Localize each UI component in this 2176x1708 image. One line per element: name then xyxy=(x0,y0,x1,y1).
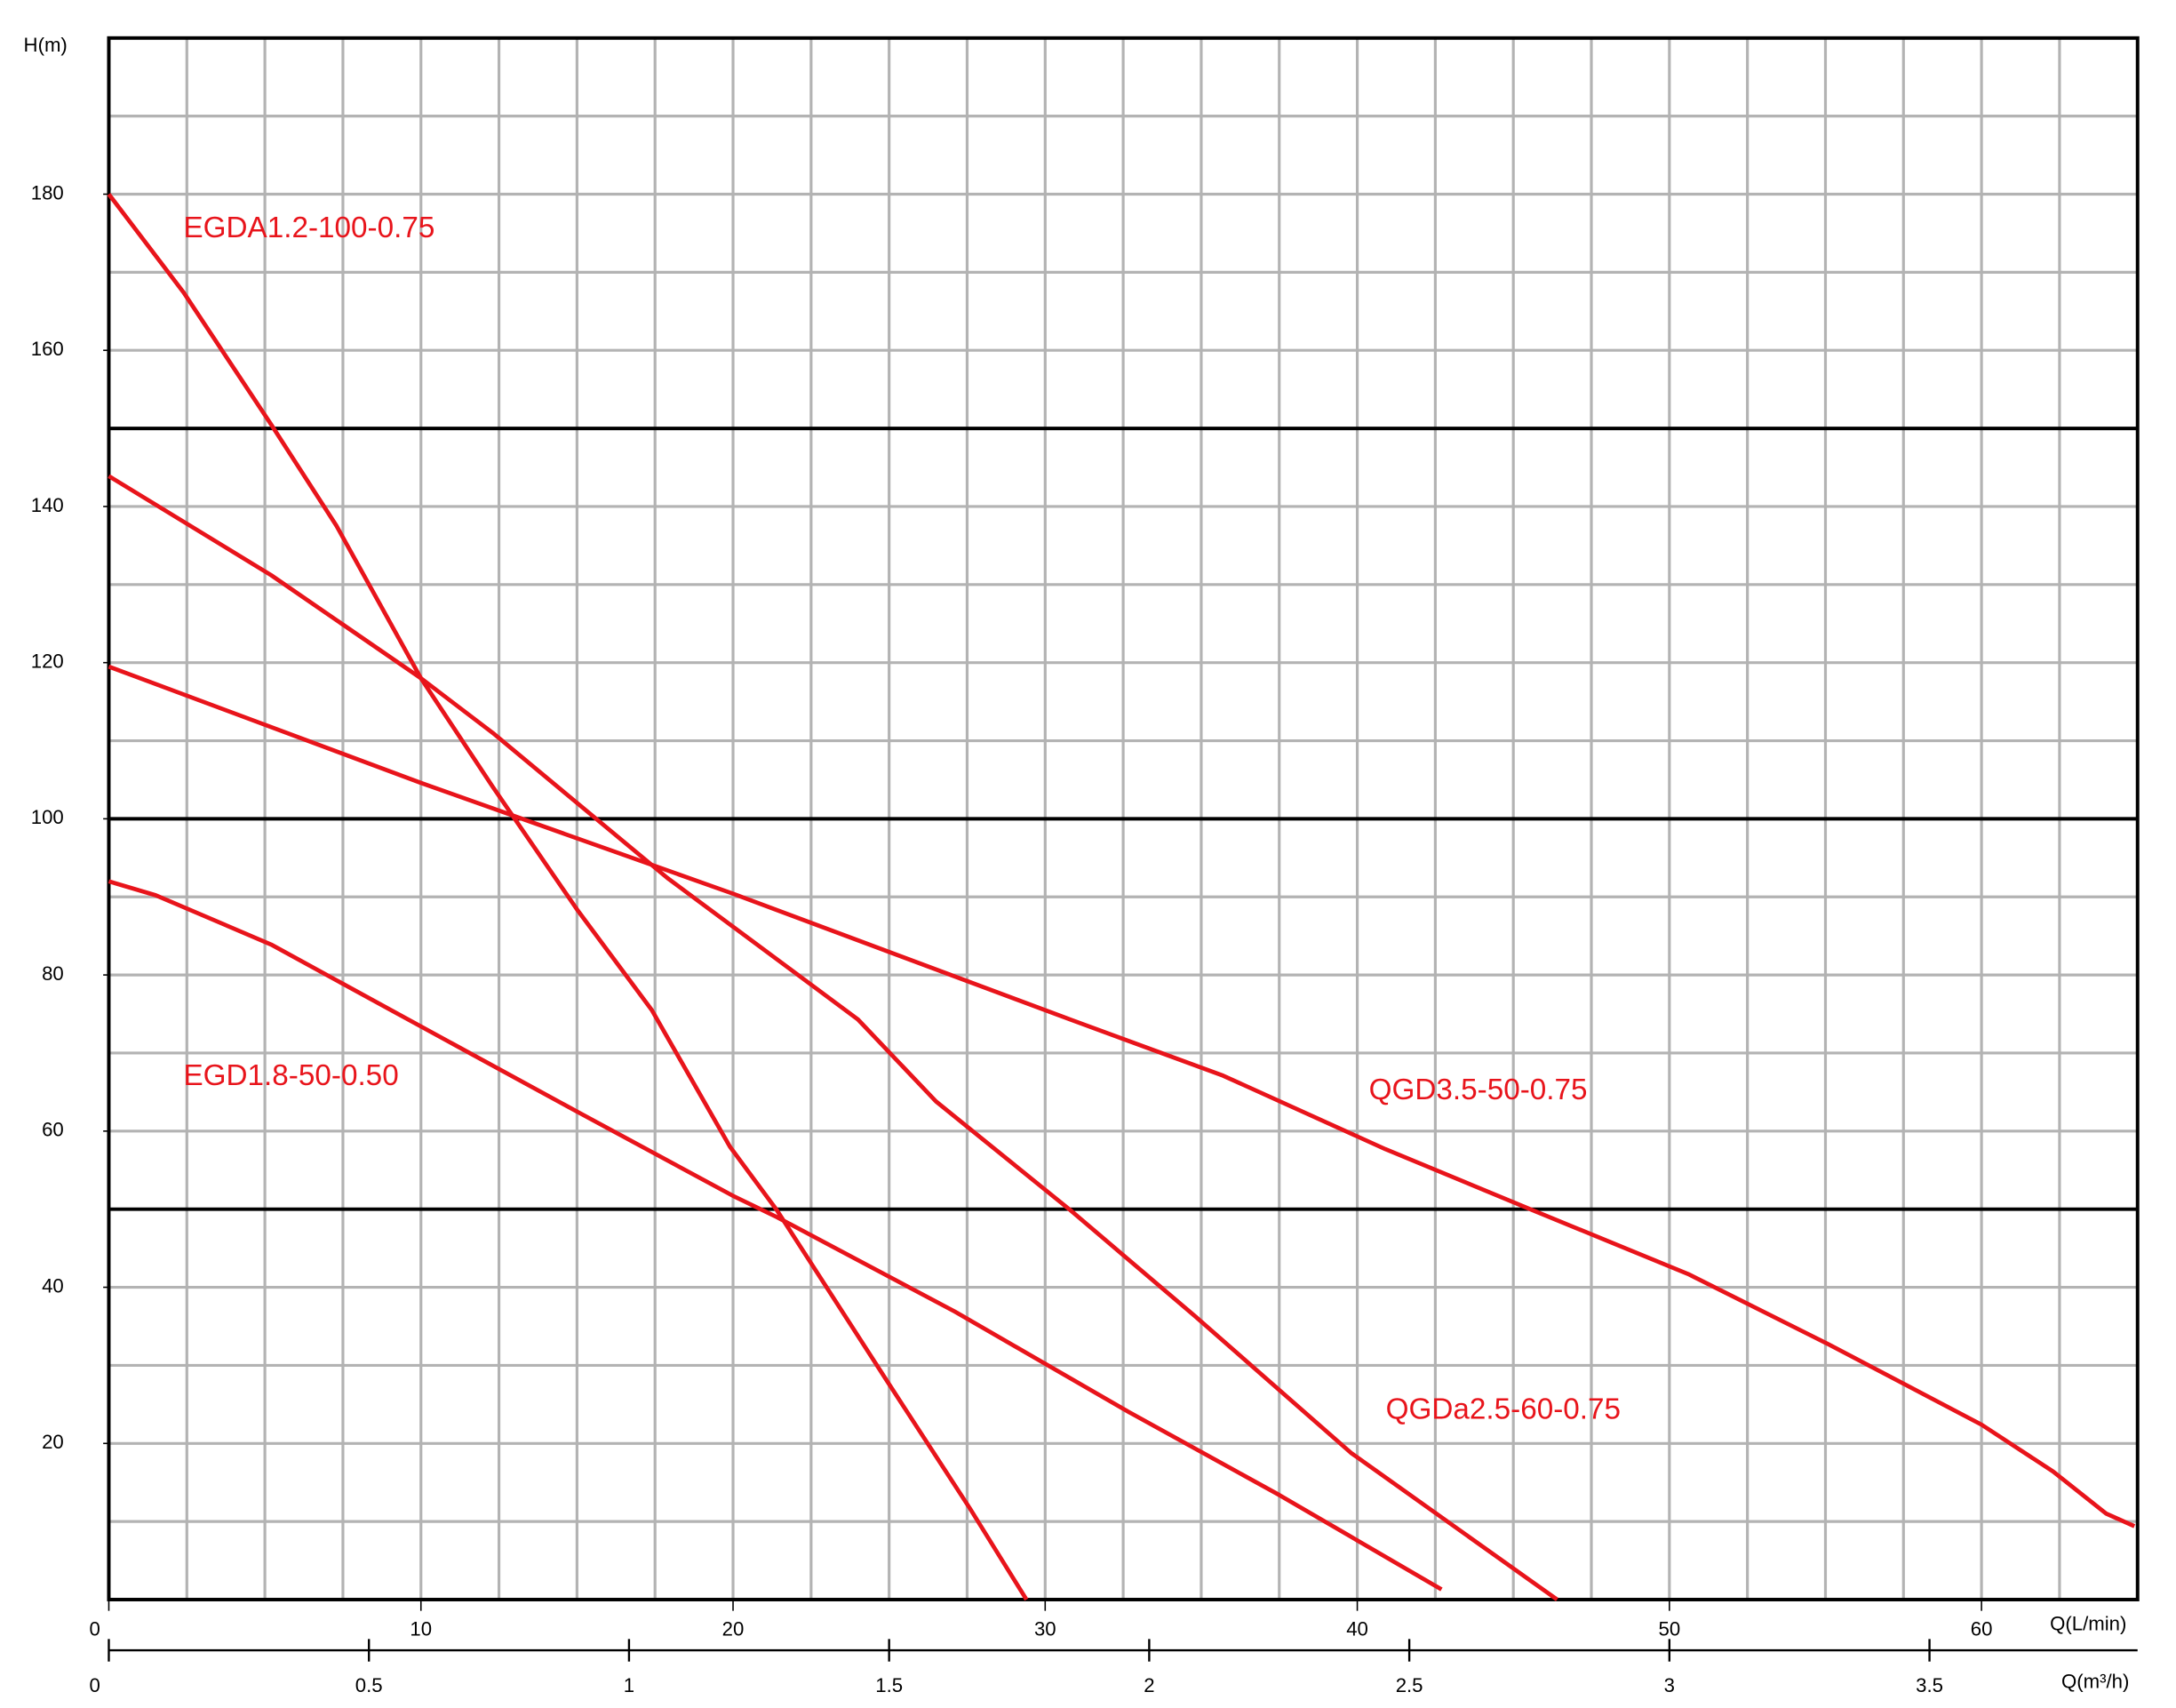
x-tick-label: 40 xyxy=(1346,1618,1368,1640)
series-label: EGDA1.2-100-0.75 xyxy=(183,212,434,244)
y-tick-label: 140 xyxy=(31,494,64,516)
curve xyxy=(108,664,2136,1528)
x2-tick-label: 0 xyxy=(89,1674,100,1696)
x-tick-label: 0 xyxy=(89,1618,100,1640)
y-tick-label: 20 xyxy=(42,1431,64,1453)
y-tick-label: 40 xyxy=(42,1274,64,1297)
y-tick-label: 60 xyxy=(42,1119,64,1141)
x-tick-label: 60 xyxy=(1971,1618,1993,1640)
x2-tick-label: 2 xyxy=(1144,1674,1154,1696)
curve xyxy=(107,193,1029,1601)
x-axis-label: Q(L/min) xyxy=(2050,1612,2126,1634)
y-tick-label: 100 xyxy=(31,806,64,828)
series-label: QGDa2.5-60-0.75 xyxy=(1386,1393,1621,1425)
x2-tick-label: 3.5 xyxy=(1916,1674,1943,1696)
x-tick-label: 50 xyxy=(1659,1618,1681,1640)
x2-tick-label: 2.5 xyxy=(1396,1674,1423,1696)
y-tick-label: 120 xyxy=(31,650,64,673)
y-tick-label: 80 xyxy=(42,962,64,985)
x2-tick-label: 3 xyxy=(1664,1674,1675,1696)
y-tick-label: 160 xyxy=(31,338,64,360)
curve xyxy=(108,474,1558,1601)
x2-tick-label: 0.5 xyxy=(355,1674,383,1696)
x-tick-label: 20 xyxy=(722,1618,745,1640)
x2-tick-label: 1 xyxy=(624,1674,634,1696)
series-label: QGD3.5-50-0.75 xyxy=(1369,1073,1588,1106)
curve xyxy=(108,879,1443,1592)
series-label: EGD1.8-50-0.50 xyxy=(183,1059,398,1092)
x2-axis-label: Q(m³/h) xyxy=(2061,1670,2129,1692)
x-tick-label: 30 xyxy=(1034,1618,1056,1640)
x-tick-label: 10 xyxy=(410,1618,432,1640)
y-tick-label: 180 xyxy=(31,181,64,204)
y-axis-label: H(m) xyxy=(24,34,68,56)
x2-tick-label: 1.5 xyxy=(875,1674,903,1696)
